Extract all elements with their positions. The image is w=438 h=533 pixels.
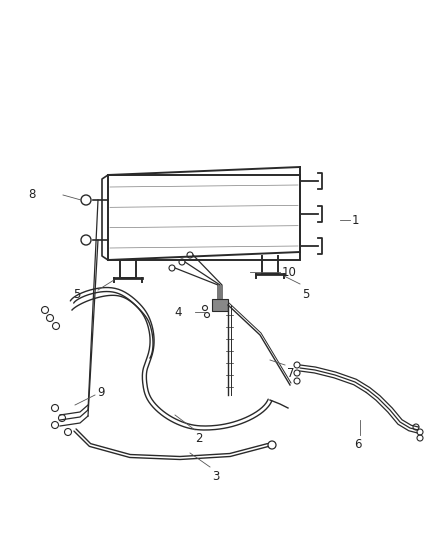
Text: 8: 8: [28, 189, 35, 201]
Text: 5: 5: [73, 288, 81, 302]
Text: 3: 3: [212, 470, 219, 483]
Text: 4: 4: [174, 305, 182, 319]
Text: 1: 1: [352, 214, 360, 227]
Text: 7: 7: [287, 367, 294, 380]
Text: 2: 2: [195, 432, 202, 445]
Bar: [212, 299, 228, 311]
Text: 6: 6: [354, 438, 362, 451]
Text: 10: 10: [282, 265, 297, 279]
Text: 5: 5: [302, 288, 309, 301]
Text: 9: 9: [97, 385, 105, 399]
